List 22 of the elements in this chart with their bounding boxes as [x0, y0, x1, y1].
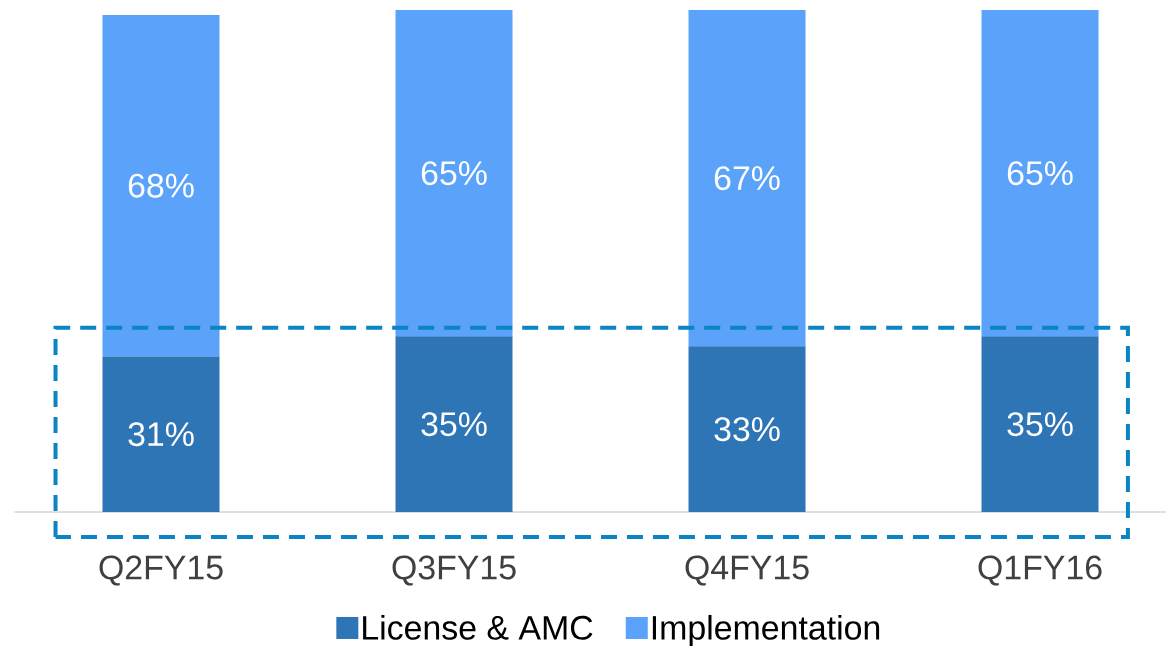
data-label: 35%: [421, 412, 487, 437]
x-tick-label: Q1FY16: [978, 555, 1102, 586]
bar: [102, 15, 220, 357]
bar: [688, 346, 806, 512]
x-tick-label: Q2FY15: [99, 555, 223, 586]
data-label: 67%: [714, 166, 780, 191]
bar: [981, 10, 1099, 337]
bar: [102, 356, 220, 512]
data-label: 31%: [128, 422, 194, 447]
data-label: 65%: [421, 161, 487, 186]
x-tick-label: Q4FY15: [685, 555, 809, 586]
bar: [981, 336, 1099, 512]
data-label: 35%: [1007, 412, 1073, 437]
legend-label: Implementation: [652, 614, 880, 646]
bar: [688, 10, 806, 347]
data-label: 68%: [128, 173, 194, 198]
legend-label: License & AMC: [363, 614, 593, 640]
bar: [395, 336, 513, 512]
bar: [395, 10, 513, 337]
data-label: 33%: [714, 417, 780, 442]
data-label: 65%: [1007, 161, 1073, 186]
x-tick-label: Q3FY15: [392, 555, 516, 586]
